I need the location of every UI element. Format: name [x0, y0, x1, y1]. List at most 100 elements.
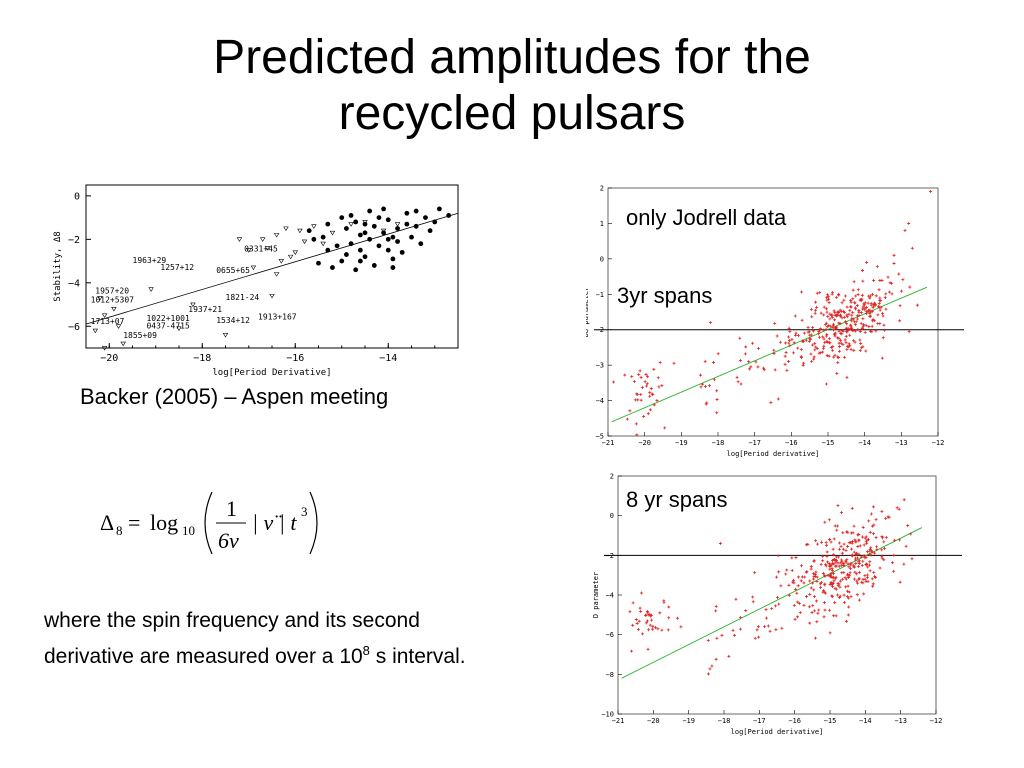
data-point-triangle — [329, 230, 336, 236]
data-point-filled — [413, 223, 419, 229]
data-point — [853, 340, 857, 344]
data-point — [779, 584, 783, 588]
data-point — [638, 606, 642, 610]
data-point — [799, 564, 803, 568]
data-point — [754, 360, 758, 364]
data-point — [832, 318, 836, 322]
data-point — [880, 509, 884, 513]
data-point — [706, 638, 710, 642]
data-point — [812, 594, 816, 598]
data-point-filled — [339, 215, 345, 220]
x-tick-label: −20 — [647, 717, 660, 725]
data-point — [868, 560, 872, 564]
data-point — [869, 303, 873, 307]
data-point — [676, 616, 680, 620]
data-point — [840, 332, 844, 336]
data-point — [865, 261, 869, 265]
data-point — [784, 351, 788, 355]
data-point — [850, 541, 854, 545]
data-point-filled — [399, 249, 405, 255]
data-point — [873, 301, 877, 305]
data-point — [860, 311, 864, 315]
pulsar-label: 1913+167 — [258, 313, 297, 322]
data-point-filled — [381, 206, 386, 212]
data-point — [895, 506, 899, 510]
explanation-exponent: 8 — [362, 643, 370, 658]
data-point — [842, 600, 846, 604]
data-point — [714, 609, 718, 613]
data-point — [869, 310, 873, 314]
pulsar-label: 0437-4715 — [146, 321, 190, 330]
data-point — [841, 329, 845, 333]
data-point — [842, 593, 846, 597]
data-point — [874, 518, 878, 522]
data-point — [809, 352, 813, 356]
data-point — [646, 647, 650, 651]
data-point — [822, 337, 826, 341]
data-point — [841, 577, 845, 581]
data-point-triangle — [380, 228, 387, 234]
data-point — [838, 585, 842, 589]
data-point — [787, 338, 791, 342]
data-point — [769, 401, 773, 405]
formula-numerator: 1 — [226, 496, 237, 521]
data-point — [902, 498, 906, 502]
data-point — [884, 307, 888, 311]
data-point — [849, 347, 853, 351]
slide-title-line-1: Predicted amplitudes for the — [213, 31, 811, 84]
y-tick-label: −6 — [68, 322, 80, 333]
data-point — [818, 585, 822, 589]
plot-frame — [607, 187, 939, 437]
data-point-filled — [353, 219, 359, 225]
data-point — [644, 384, 648, 388]
data-point-filled — [371, 223, 377, 229]
data-point — [830, 291, 834, 295]
data-point — [861, 317, 865, 321]
data-point — [852, 524, 856, 528]
data-point — [881, 314, 885, 318]
data-point — [612, 380, 616, 384]
data-point — [738, 627, 742, 631]
data-point — [720, 633, 724, 637]
data-point — [827, 337, 831, 341]
data-point — [733, 633, 737, 637]
data-point — [848, 333, 852, 337]
data-point — [635, 392, 639, 396]
data-point — [810, 359, 814, 363]
data-point — [792, 604, 796, 608]
data-point — [833, 587, 837, 591]
pulsar-label: 1022+1001 — [146, 314, 190, 323]
data-point — [811, 325, 815, 329]
data-point — [628, 610, 632, 614]
data-point — [835, 528, 839, 532]
data-point — [864, 324, 868, 328]
data-point — [712, 378, 716, 382]
data-point — [915, 303, 919, 307]
data-point — [898, 538, 902, 542]
data-point-filled — [371, 263, 377, 268]
data-point — [749, 365, 753, 369]
data-point — [824, 327, 828, 331]
data-point — [734, 597, 738, 601]
data-point — [863, 574, 867, 578]
pulsar-label: 1257+12 — [160, 263, 194, 272]
data-point — [831, 325, 835, 329]
data-point — [810, 315, 814, 319]
plot-frame — [85, 184, 459, 349]
data-point — [775, 575, 779, 579]
data-point — [834, 331, 838, 335]
delta8-formula: Δ 8 = log 10 1 6ν | ν̈ | t 3 — [100, 491, 318, 555]
data-point — [867, 563, 871, 567]
data-point — [815, 346, 819, 350]
data-point — [832, 355, 836, 359]
data-point — [630, 649, 634, 653]
data-point — [853, 329, 857, 333]
data-point — [815, 291, 819, 295]
data-point — [821, 559, 825, 563]
data-point — [861, 307, 865, 311]
data-point — [857, 552, 861, 556]
data-point — [708, 667, 712, 671]
jodrell-3yr-chart: −21 −20 −19 −18 −17 −16 −15 −14 −13 −12 2 1 0 −1 −2 −3 −… — [586, 185, 964, 458]
data-point-filled — [390, 256, 396, 262]
data-point — [818, 327, 822, 331]
